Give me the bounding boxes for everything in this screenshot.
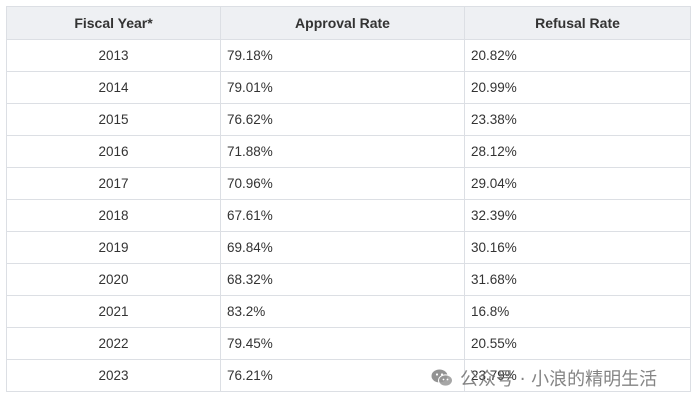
cell-approval-rate: 76.21% (220, 359, 465, 392)
table-row: 2015 76.62% 23.38% (6, 103, 691, 136)
cell-refusal-rate: 30.16% (464, 231, 691, 264)
cell-refusal-rate: 20.55% (464, 327, 691, 360)
table-row: 2016 71.88% 28.12% (6, 135, 691, 168)
cell-refusal-rate: 23.38% (464, 103, 691, 136)
header-row: Fiscal Year* Approval Rate Refusal Rate (6, 6, 691, 40)
cell-refusal-rate: 28.12% (464, 135, 691, 168)
header-fiscal-year: Fiscal Year* (6, 6, 221, 40)
cell-approval-rate: 79.18% (220, 39, 465, 72)
cell-approval-rate: 76.62% (220, 103, 465, 136)
table-row: 2017 70.96% 29.04% (6, 167, 691, 200)
cell-fiscal-year: 2017 (6, 167, 221, 200)
header-refusal-rate: Refusal Rate (464, 6, 691, 40)
cell-fiscal-year: 2015 (6, 103, 221, 136)
cell-refusal-rate: 29.04% (464, 167, 691, 200)
cell-refusal-rate: 31.68% (464, 263, 691, 296)
table-body: 2013 79.18% 20.82% 2014 79.01% 20.99% 2015 76.6… (6, 39, 691, 392)
cell-approval-rate: 69.84% (220, 231, 465, 264)
table-row: 2022 79.45% 20.55% (6, 327, 691, 360)
table-header: Fiscal Year* Approval Rate Refusal Rate (6, 6, 691, 40)
table-row: 2019 69.84% 30.16% (6, 231, 691, 264)
cell-fiscal-year: 2022 (6, 327, 221, 360)
cell-approval-rate: 83.2% (220, 295, 465, 328)
table-row: 2014 79.01% 20.99% (6, 71, 691, 104)
cell-refusal-rate: 20.99% (464, 71, 691, 104)
cell-fiscal-year: 2013 (6, 39, 221, 72)
cell-fiscal-year: 2023 (6, 359, 221, 392)
cell-fiscal-year: 2021 (6, 295, 221, 328)
cell-refusal-rate: 16.8% (464, 295, 691, 328)
table-row: 2021 83.2% 16.8% (6, 295, 691, 328)
watermark-text: 公众号 · 小浪的精明生活 (460, 369, 658, 390)
cell-approval-rate: 79.01% (220, 71, 465, 104)
cell-fiscal-year: 2019 (6, 231, 221, 264)
table-row: 2013 79.18% 20.82% (6, 39, 691, 72)
table-row: 2018 67.61% 32.39% (6, 199, 691, 232)
approval-refusal-table: Fiscal Year* Approval Rate Refusal Rate … (6, 6, 691, 392)
cell-fiscal-year: 2018 (6, 199, 221, 232)
cell-fiscal-year: 2016 (6, 135, 221, 168)
cell-approval-rate: 70.96% (220, 167, 465, 200)
cell-refusal-rate: 23.79% (464, 359, 691, 392)
header-approval-rate: Approval Rate (220, 6, 465, 40)
table-row: 2020 68.32% 31.68% (6, 263, 691, 296)
rates-table-container: Fiscal Year* Approval Rate Refusal Rate … (6, 6, 691, 392)
wechat-icon (430, 366, 454, 390)
cell-fiscal-year: 2014 (6, 71, 221, 104)
cell-fiscal-year: 2020 (6, 263, 221, 296)
table-row: 2023 76.21% 23.79% (6, 359, 691, 392)
watermark: 公众号 · 小浪的精明生活 (430, 366, 657, 390)
cell-refusal-rate: 32.39% (464, 199, 691, 232)
cell-refusal-rate: 20.82% (464, 39, 691, 72)
cell-approval-rate: 79.45% (220, 327, 465, 360)
cell-approval-rate: 67.61% (220, 199, 465, 232)
cell-approval-rate: 68.32% (220, 263, 465, 296)
cell-approval-rate: 71.88% (220, 135, 465, 168)
